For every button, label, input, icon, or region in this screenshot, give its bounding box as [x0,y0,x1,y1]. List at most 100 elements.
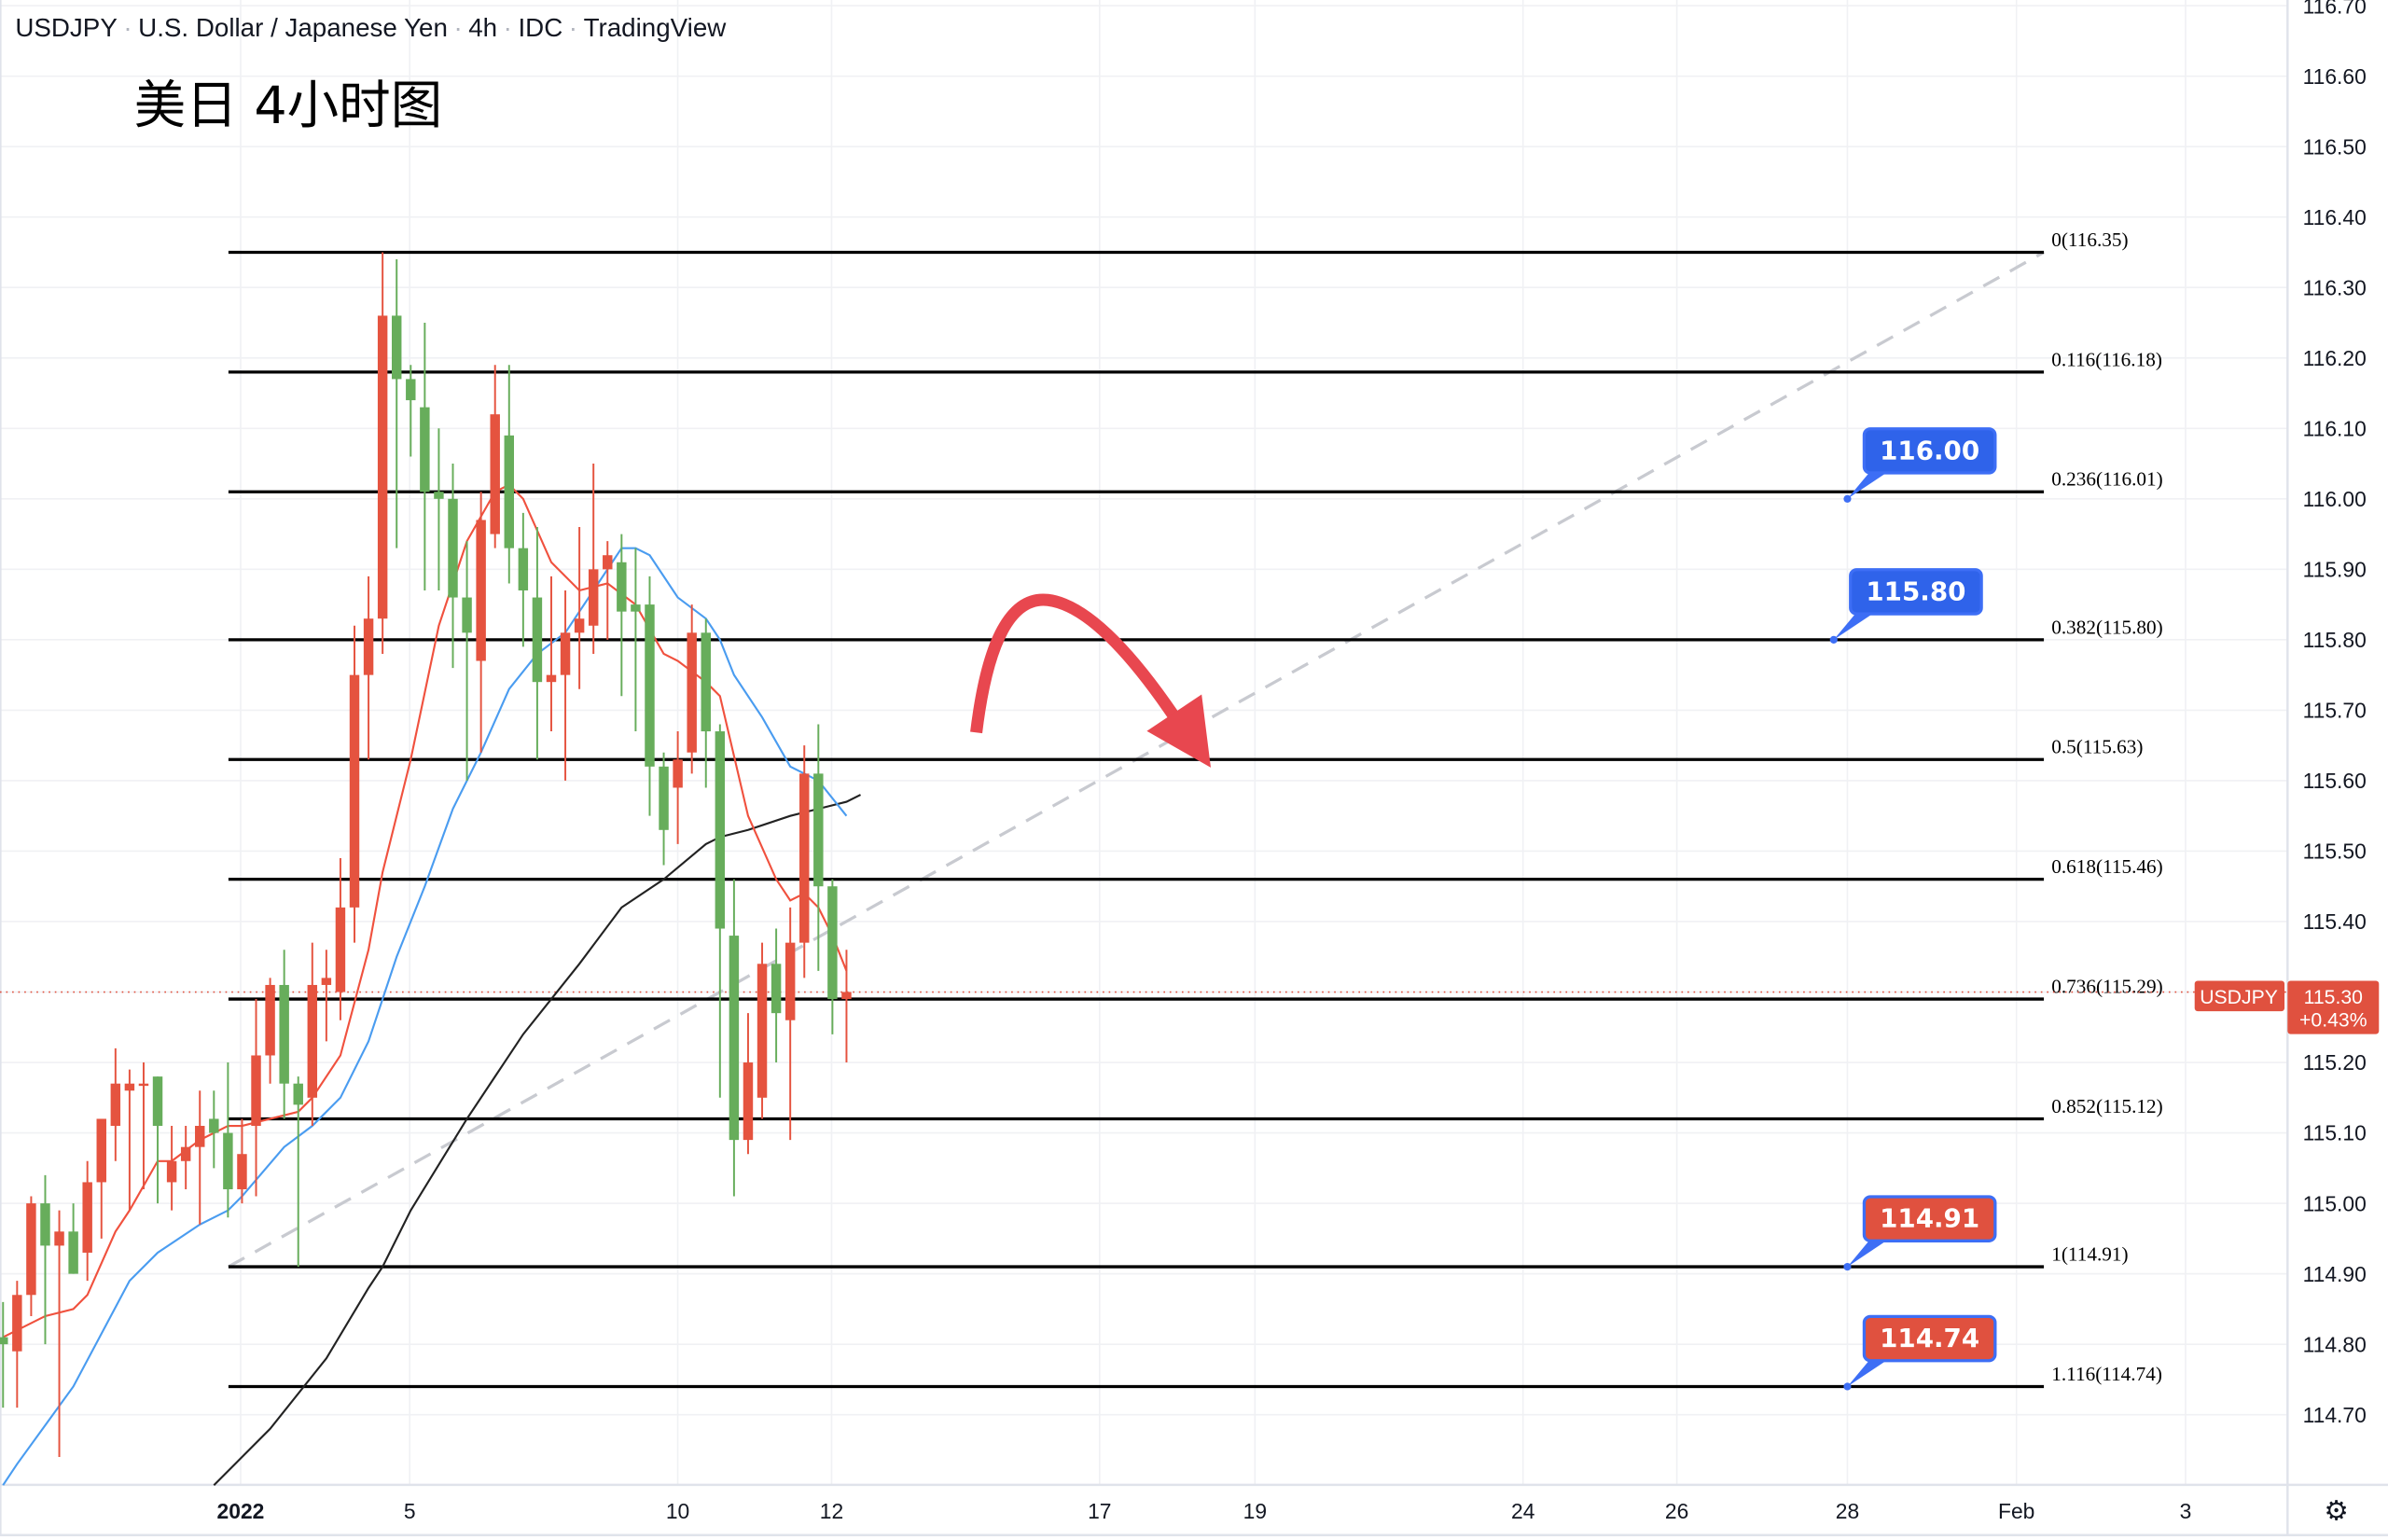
candle-body [335,907,346,992]
candle-body [195,1126,205,1147]
candle-body [0,1337,8,1345]
candle-body [251,1055,261,1127]
platform: TradingView [583,13,727,43]
candle-body [82,1182,92,1253]
price-tick-label: 116.60 [2303,64,2367,89]
candle-body [574,618,585,633]
price-tick-label: 116.40 [2303,205,2367,229]
time-tick-label: 19 [1243,1499,1267,1523]
callout-box [1849,568,1983,616]
gear-icon[interactable]: ⚙ [2324,1495,2349,1526]
fib-level-label: 0.736(115.29) [2051,976,2162,998]
candle-body [631,604,641,612]
candle-body [420,407,430,493]
candle-body [532,597,543,683]
candle-body [673,759,683,788]
fib-level-label: 0.236(116.01) [2051,468,2162,491]
price-tick-label: 115.50 [2303,839,2367,864]
callout-anchor-dot [1843,1382,1852,1391]
callout-box [1862,427,1997,475]
time-tick-label: 2022 [217,1499,265,1523]
price-tick-label: 115.20 [2303,1050,2367,1075]
price-tick-label: 116.00 [2303,487,2367,511]
time-tick-label: 28 [1836,1499,1859,1523]
candle-body [434,492,444,499]
symbol-price-tag [2194,980,2285,1012]
candle-body [504,435,515,548]
candle-body [223,1132,233,1189]
candle-body [771,964,782,1014]
callout-label: 114.74 [1880,1323,1979,1353]
candle-body [406,379,416,401]
price-tick-label: 115.00 [2303,1191,2367,1215]
fib-level-label: 0.618(115.46) [2051,855,2162,878]
candle-body [377,315,388,619]
candle-body [799,773,810,943]
time-tick-label: Feb [1998,1499,2034,1523]
candle-body [391,315,402,380]
callout-label: 116.00 [1880,435,1979,465]
time-tick-label: 17 [1088,1499,1111,1523]
candle-body [827,886,838,1000]
candle-body [841,992,852,1000]
callout-label: 114.91 [1880,1203,1979,1234]
callout-box [1862,1314,1997,1363]
price-tick-label: 115.40 [2303,909,2367,934]
callout-pointer [1833,612,1875,640]
fib-level-label: 0.116(116.18) [2051,348,2162,370]
candle-body [68,1231,78,1274]
price-tick-label: 115.80 [2303,628,2367,652]
candle-body [124,1083,135,1091]
price-tick-label: 115.70 [2303,699,2367,723]
curved-arrow-icon [970,593,1181,734]
time-tick-label: 26 [1665,1499,1688,1523]
candle-body [476,520,486,661]
time-tick-label: 24 [1511,1499,1535,1523]
candle-body [588,569,599,626]
chart-header: USDJPY · U.S. Dollar / Japanese Yen · 4h · IDC… [15,13,727,43]
price-tick-label: 114.90 [2303,1262,2367,1286]
candle-body [560,632,571,675]
callout-pointer [1847,1239,1889,1268]
time-tick-label: 3 [2180,1499,2192,1523]
candle-body [12,1295,22,1352]
ma-long-line [213,794,862,1486]
symbol-description: U.S. Dollar / Japanese Yen [138,13,448,43]
callout-anchor-dot [1843,1262,1852,1271]
candle-body [96,1118,106,1183]
candle-body [54,1231,64,1246]
candle-body [26,1203,36,1296]
candle-body [209,1118,219,1133]
arrowhead-icon [1146,694,1211,768]
candle-body [518,548,529,590]
current-price-value: 115.30 [2304,987,2363,1008]
current-price-tag [2287,980,2380,1034]
callout-label: 115.80 [1866,576,1965,606]
candle-body [265,984,275,1056]
fib-level-label: 1.116(114.74) [2051,1363,2162,1385]
candle-body [110,1083,121,1127]
callout-anchor-dot [1843,494,1852,503]
candle-body [617,562,627,612]
price-tick-label: 116.50 [2303,134,2367,159]
candle-body [490,414,500,534]
candle-body [40,1203,50,1246]
price-tick-label: 114.70 [2303,1403,2367,1427]
price-tick-label: 115.90 [2303,557,2367,581]
candle-body [138,1083,149,1087]
candle-body [349,674,360,908]
symbol: USDJPY [15,13,118,43]
candle-body [237,1154,247,1189]
symbol-price-tag-label: USDJPY [2200,987,2278,1008]
candle-body [687,632,697,753]
candle-body [166,1160,177,1183]
fib-level-label: 0.852(115.12) [2051,1095,2162,1117]
candle-body [180,1146,191,1161]
candle-body [448,498,458,598]
fib-level-label: 0.5(115.63) [2051,736,2143,758]
candle-body [715,731,726,929]
candle-body [701,632,711,732]
callout-box [1862,1195,1997,1242]
